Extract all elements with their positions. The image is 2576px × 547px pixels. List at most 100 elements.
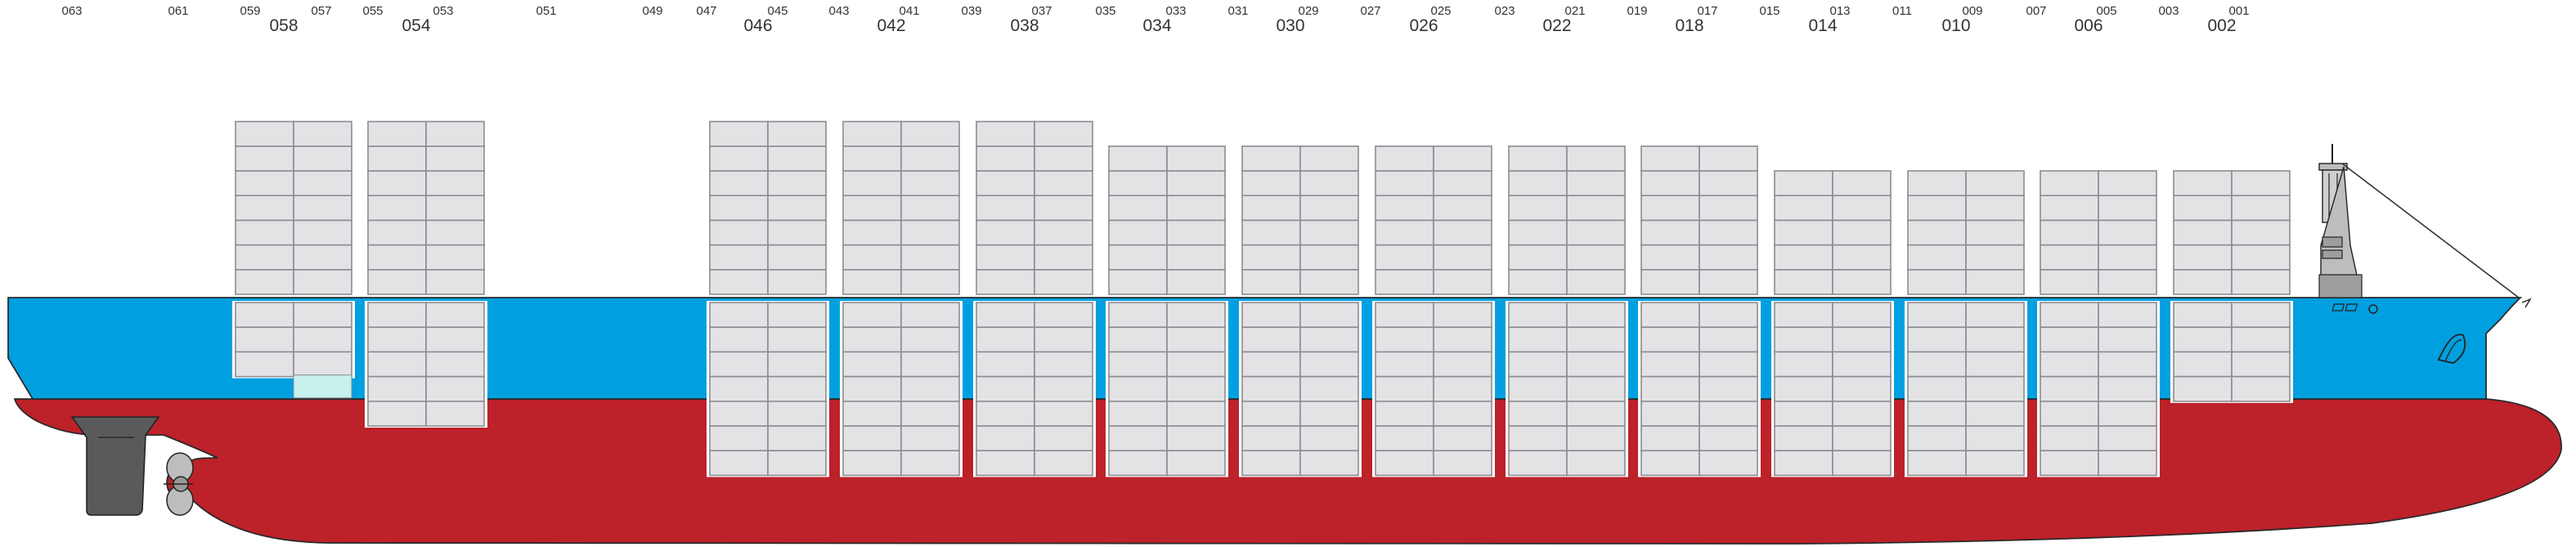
deck-container: [767, 146, 827, 172]
bay-label-019: 019: [1627, 4, 1647, 18]
deck-container: [1299, 170, 1359, 197]
deck-container: [842, 170, 902, 197]
bay-label-026: 026: [1409, 16, 1438, 35]
deck-container: [767, 219, 827, 246]
hold-container: [1375, 450, 1434, 477]
deck-container: [1832, 244, 1892, 271]
hold-container: [709, 425, 769, 452]
hold-container: [1566, 302, 1626, 329]
propeller-icon: [164, 452, 194, 516]
bay-label-025: 025: [1430, 4, 1451, 18]
deck-container: [2173, 195, 2233, 222]
bay-labels: 058 054 046 042 038 034 030 026 022 018 014 010 006 0…: [61, 4, 2249, 35]
deck-container: [1034, 244, 1093, 271]
hold-container: [1375, 425, 1434, 452]
hold-container: [1774, 425, 1833, 452]
bay-label-054: 054: [402, 16, 430, 35]
hold-container: [1508, 351, 1568, 378]
bay-label-059: 059: [240, 4, 260, 18]
deck-container: [1907, 244, 1967, 271]
hold-container: [1832, 375, 1892, 402]
hold-container: [900, 400, 960, 427]
deck-container: [1299, 268, 1359, 295]
hold-container: [1166, 450, 1226, 477]
deck-container: [1566, 268, 1626, 295]
deck-container: [1774, 219, 1833, 246]
bridge-mast-icon: [2318, 144, 2520, 298]
hold-container: [367, 302, 427, 329]
hold-container: [1166, 302, 1226, 329]
deck-container: [1566, 170, 1626, 197]
deck-container: [1034, 268, 1093, 295]
deck-container: [1375, 170, 1434, 197]
bay-label-041: 041: [899, 4, 919, 18]
hold-container: [293, 302, 352, 329]
hold-container: [1375, 375, 1434, 402]
deck-container: [1832, 219, 1892, 246]
hold-container: [2098, 400, 2157, 427]
deck-container: [367, 195, 427, 222]
deck-container: [293, 120, 352, 147]
hold-container: [1433, 400, 1492, 427]
hold-container: [1774, 450, 1833, 477]
deck-container: [2231, 170, 2291, 197]
bay-label-033: 033: [1165, 4, 1186, 18]
hold-container: [1699, 400, 1758, 427]
hold-container: [1640, 425, 1700, 452]
bay-label-030: 030: [1276, 16, 1304, 35]
deck-container: [976, 120, 1035, 147]
deck-container: [1508, 195, 1568, 222]
deck-container: [842, 219, 902, 246]
hold-container: [1508, 400, 1568, 427]
deck-container: [1241, 195, 1301, 222]
hold-container: [767, 351, 827, 378]
hold-container: [2040, 351, 2099, 378]
bay-label-002: 002: [2207, 16, 2236, 35]
hold-container: [2173, 326, 2233, 353]
deck-container: [367, 120, 427, 147]
hold-container: [709, 302, 769, 329]
hold-container: [1034, 400, 1093, 427]
bay-label-018: 018: [1675, 16, 1703, 35]
deck-container: [900, 195, 960, 222]
bay-label-051: 051: [536, 4, 556, 18]
deck-container: [900, 120, 960, 147]
bay-label-017: 017: [1697, 4, 1717, 18]
hold-container: [1034, 326, 1093, 353]
bay-label-001: 001: [2228, 4, 2249, 18]
deck-container: [976, 244, 1035, 271]
deck-container: [235, 219, 294, 246]
hold-container: [1433, 425, 1492, 452]
deck-container: [1774, 268, 1833, 295]
hold-container: [1640, 351, 1700, 378]
hold-container: [709, 400, 769, 427]
hold-container: [976, 450, 1035, 477]
bow-logo-icon: [2437, 334, 2466, 364]
hold-container: [1566, 375, 1626, 402]
deck-container: [1241, 268, 1301, 295]
hold-container: [1433, 450, 1492, 477]
hold-container: [1299, 302, 1359, 329]
deck-container: [425, 120, 485, 147]
deck-container: [1907, 195, 1967, 222]
hold-container: [1965, 326, 2025, 353]
hold-container: [1699, 326, 1758, 353]
deck-container: [2040, 268, 2099, 295]
deck-container: [425, 170, 485, 197]
deck-container: [2098, 195, 2157, 222]
deck-container: [425, 195, 485, 222]
hold-container: [1433, 302, 1492, 329]
hold-container: [709, 450, 769, 477]
hold-container: [1907, 302, 1967, 329]
hold-container: [2173, 351, 2233, 378]
deck-container: [1034, 170, 1093, 197]
deck-container: [293, 170, 352, 197]
bay-label-021: 021: [1564, 4, 1585, 18]
deck-container: [293, 244, 352, 271]
hold-container: [842, 400, 902, 427]
hold-container: [1108, 375, 1168, 402]
hold-container: [976, 425, 1035, 452]
hold-container: [2098, 450, 2157, 477]
bay-label-015: 015: [1759, 4, 1779, 18]
